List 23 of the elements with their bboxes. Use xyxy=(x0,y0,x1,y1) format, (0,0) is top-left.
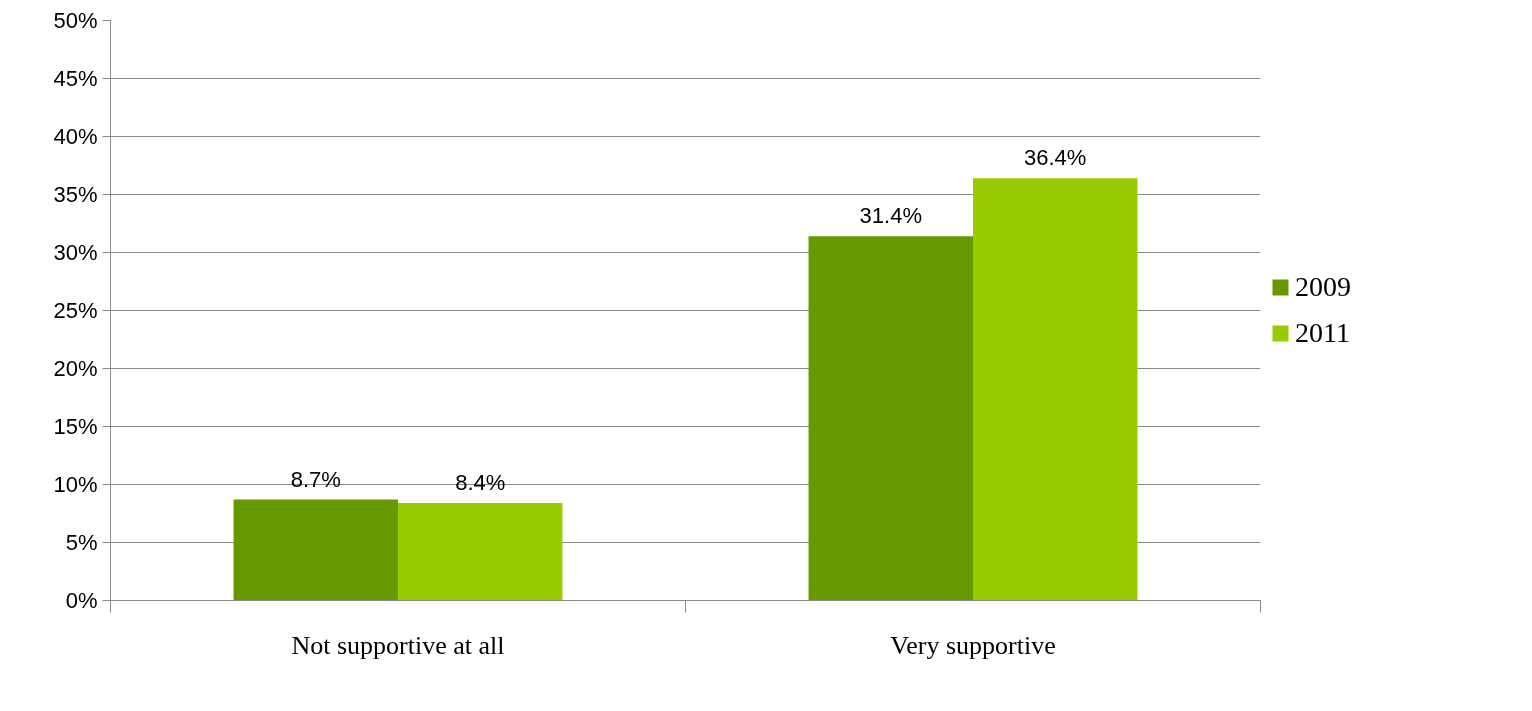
y-tick-label: 30% xyxy=(53,240,98,265)
y-tick-label: 10% xyxy=(53,472,98,497)
data-label: 8.7% xyxy=(290,466,341,492)
data-label: 8.4% xyxy=(455,470,506,496)
y-tick-label: 20% xyxy=(53,356,98,381)
bar xyxy=(808,236,973,601)
legend-label: 2011 xyxy=(1295,317,1350,349)
x-tick-label: Very supportive xyxy=(890,630,1056,660)
bar xyxy=(973,178,1138,601)
bar xyxy=(233,499,398,601)
y-tick-label: 5% xyxy=(65,530,98,555)
y-tick-label: 35% xyxy=(53,182,98,207)
bar xyxy=(398,503,563,601)
legend-label: 2009 xyxy=(1295,271,1351,303)
data-label: 31.4% xyxy=(859,203,922,229)
data-label: 36.4% xyxy=(1024,145,1087,171)
y-tick-label: 15% xyxy=(53,414,98,439)
y-tick-label: 0% xyxy=(65,588,98,613)
y-tick-label: 45% xyxy=(53,66,98,91)
x-tick-label: Not supportive at all xyxy=(291,630,505,660)
y-tick-label: 40% xyxy=(53,124,98,149)
y-tick-label: 25% xyxy=(53,298,98,323)
y-tick-label: 50% xyxy=(53,8,98,33)
